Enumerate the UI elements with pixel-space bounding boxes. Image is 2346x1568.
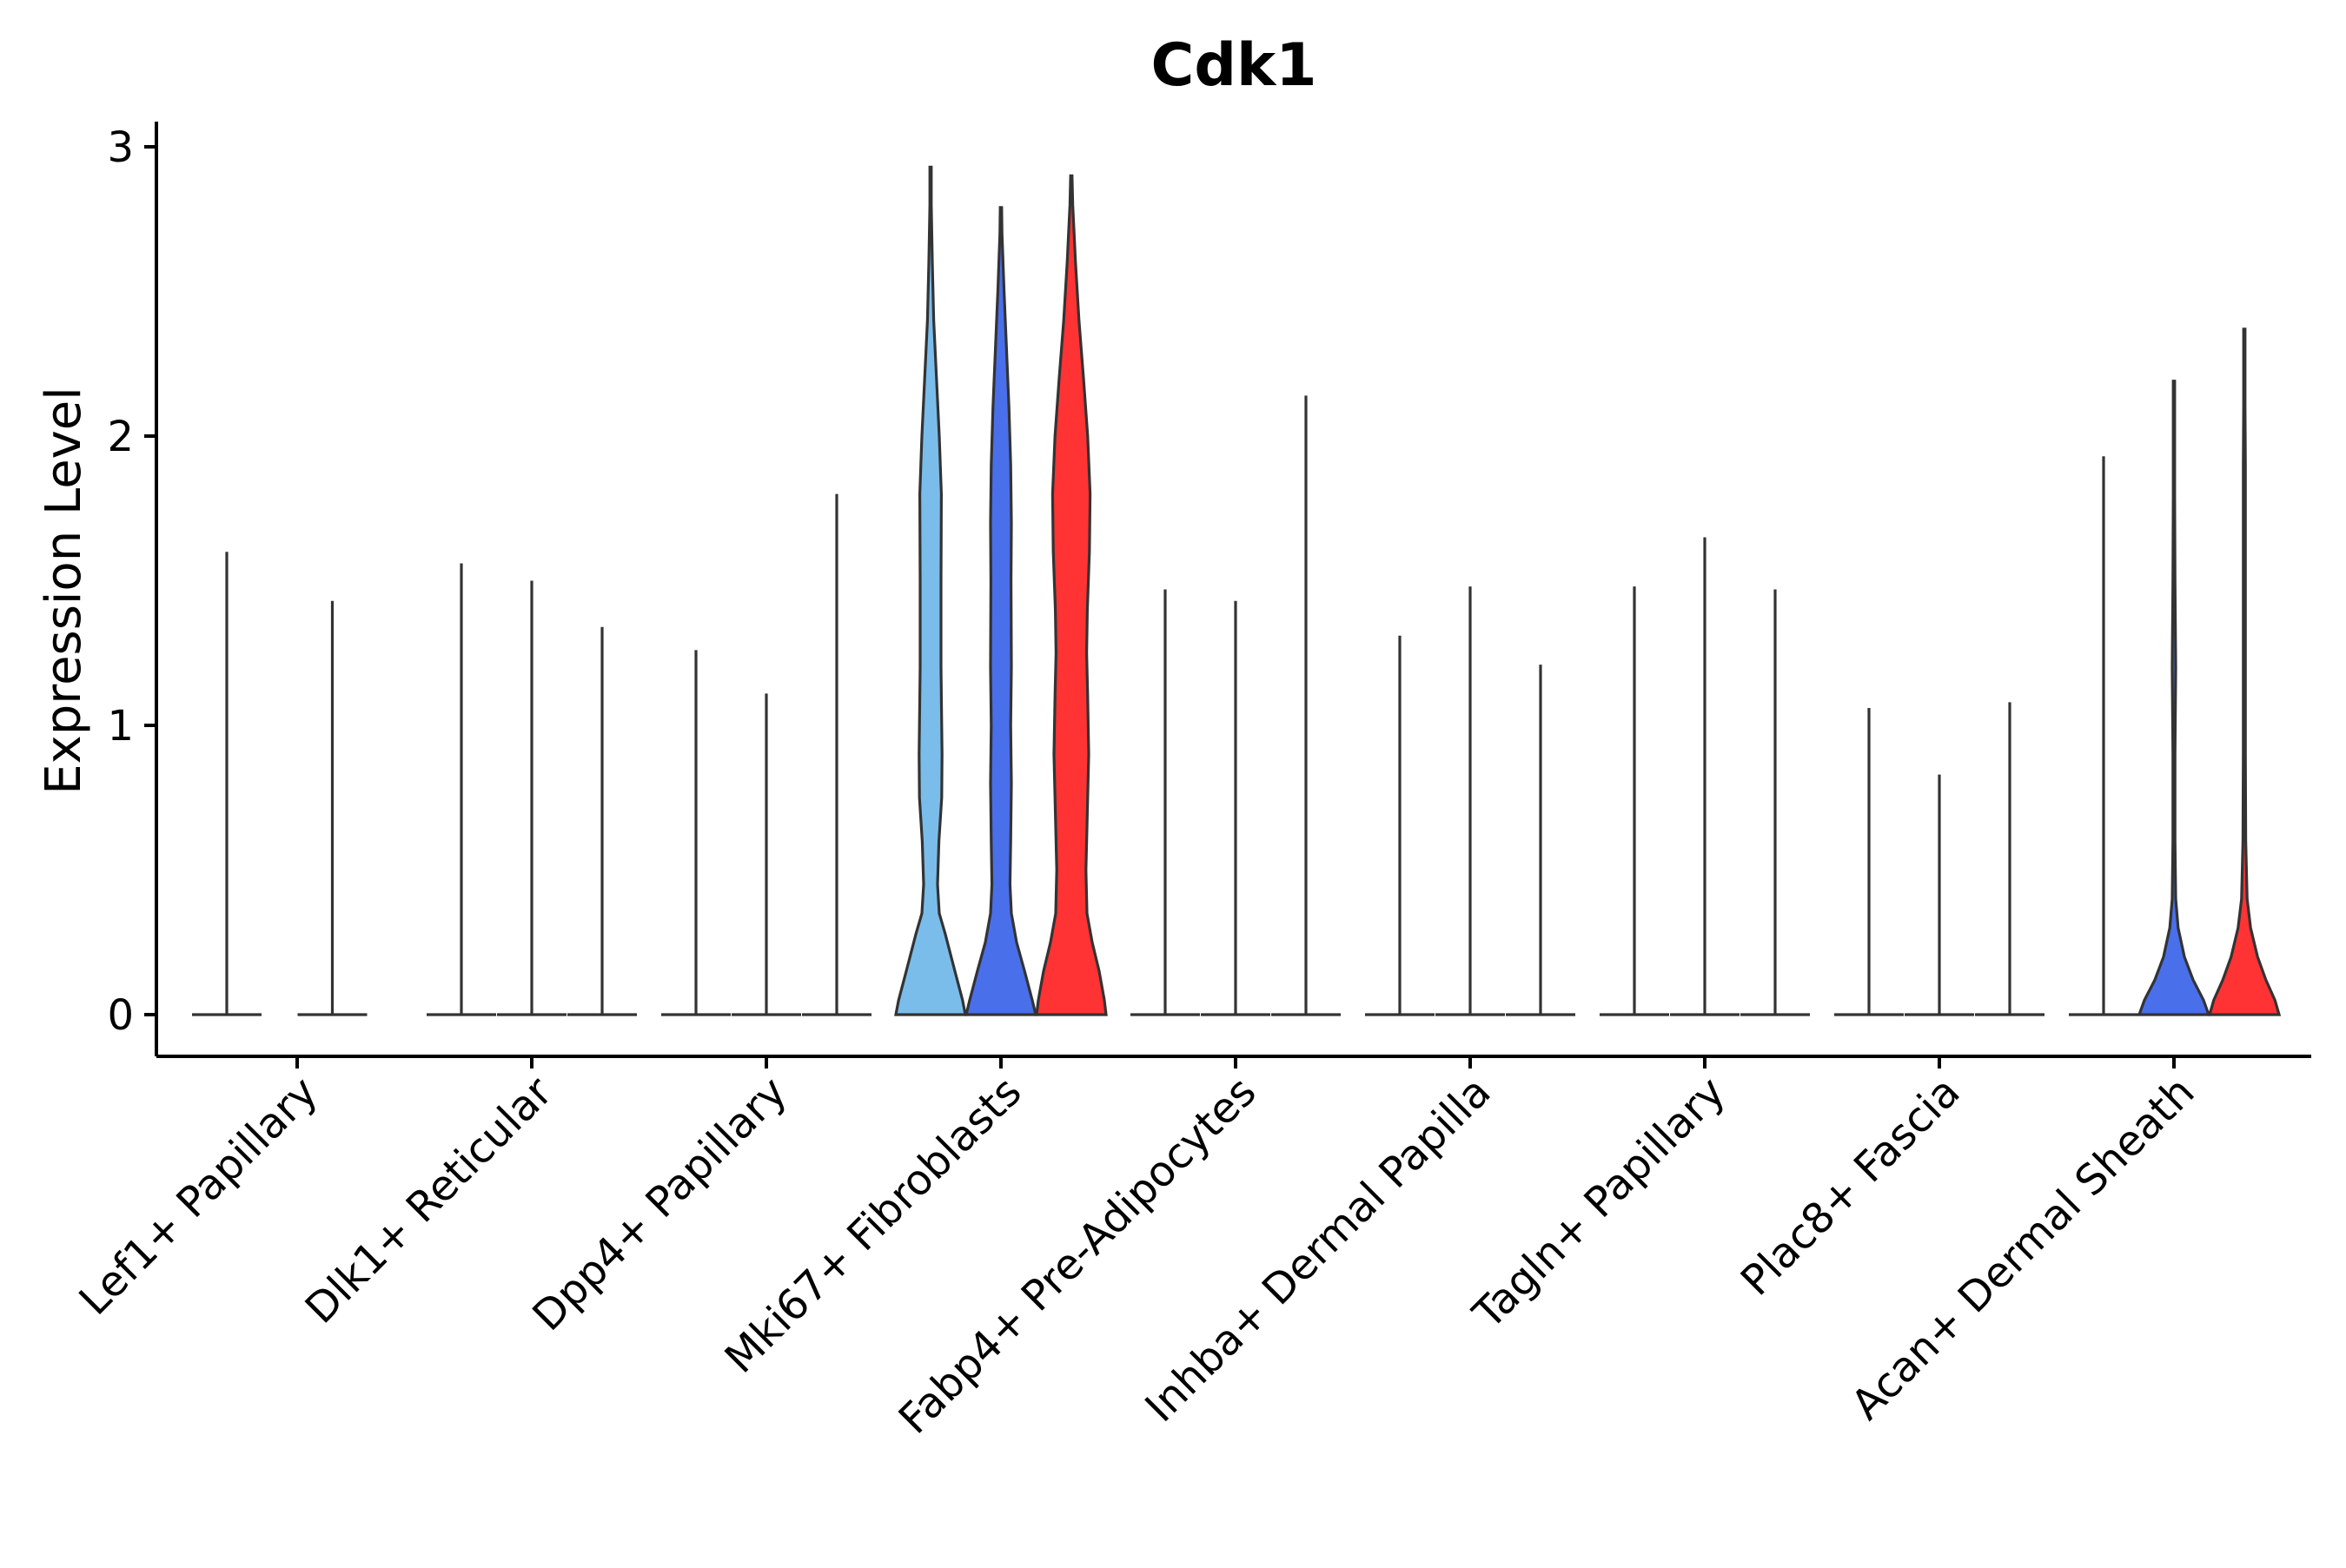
violin-shape [1035,174,1108,1016]
violin-shape [2207,327,2282,1016]
y-tick-label: 1 [107,702,134,751]
chart-title: Cdk1 [1150,31,1316,100]
violin-shape [2137,380,2211,1016]
violin-group [894,165,1108,1016]
violin-group [192,552,368,1016]
plot-area [192,165,2282,1016]
violin-group [1365,586,1575,1016]
violin-shape [964,206,1038,1016]
violin-shape [894,165,967,1016]
violin-group [427,563,637,1016]
x-tick-label: Plac8+ Fascia [1732,1068,1970,1306]
y-tick-label: 2 [107,413,134,461]
violin-group [1834,702,2044,1016]
violin-group [1130,395,1341,1016]
y-tick-label: 3 [107,123,134,172]
x-tick-label: Dlk1+ Reticular [296,1068,562,1333]
y-axis-label: Expression Level [36,387,92,795]
violin-group [2069,327,2282,1016]
y-tick-label: 0 [107,991,134,1040]
x-tick-label: Lef1+ Papillary [70,1068,328,1325]
x-tick-label: Dpp4+ Papillary [523,1068,796,1340]
x-tick-label: Tagln+ Papillary [1463,1068,1734,1339]
violin-group [661,493,871,1016]
violin-group [1600,537,1810,1016]
